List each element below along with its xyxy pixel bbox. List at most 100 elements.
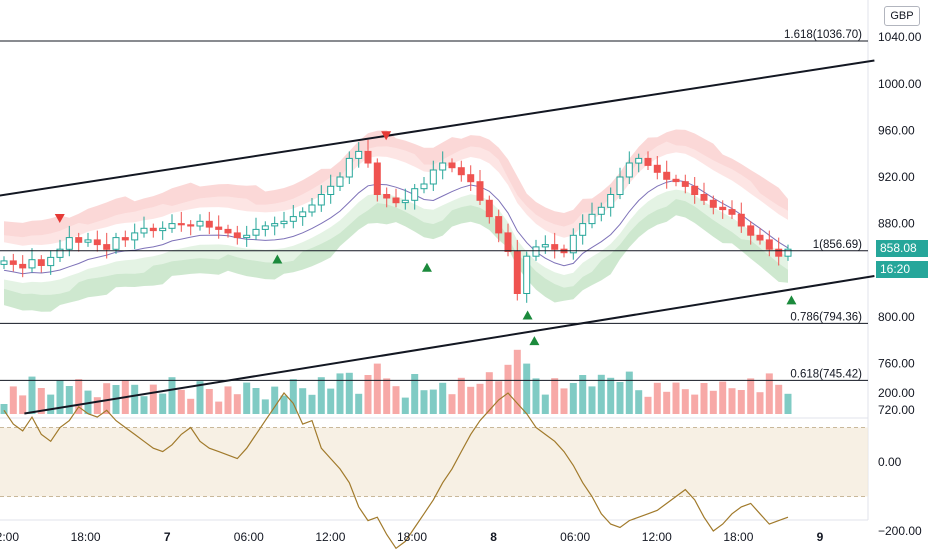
candle-body	[728, 209, 736, 215]
volume-bar	[93, 397, 101, 414]
sell-marker	[381, 131, 392, 141]
time-axis-label: 06:00	[560, 530, 590, 544]
candle-body	[691, 185, 699, 196]
fib-level-label: 0.618(745.42)	[790, 368, 862, 380]
volume-bar	[28, 376, 36, 414]
candle-body	[243, 234, 251, 239]
candle-body	[784, 248, 792, 257]
volume-bar	[607, 377, 615, 414]
volume-bar	[252, 388, 260, 414]
volume-bar	[149, 384, 157, 414]
candle-body	[75, 237, 83, 243]
volume-bar	[560, 388, 568, 414]
oscillator-band	[0, 427, 868, 497]
volume-bar	[513, 349, 521, 414]
candle-body	[37, 259, 45, 267]
time-axis-label: 12:00	[642, 530, 672, 544]
time-axis-label: 12:00	[315, 530, 345, 544]
volume-bar	[551, 378, 559, 414]
price-axis-label: 720.00	[878, 403, 915, 417]
volume-bar	[280, 395, 288, 414]
volume-bar	[355, 393, 363, 414]
volume-bar	[373, 363, 381, 414]
volume-bar	[308, 394, 316, 414]
candle-body	[177, 223, 185, 226]
volume-bar	[485, 372, 493, 414]
volume-bar	[747, 378, 755, 414]
candle-body	[653, 164, 661, 173]
candle-body	[439, 162, 447, 171]
oscillator-axis-label: 200.00	[878, 386, 915, 400]
price-axis-label: 960.00	[878, 123, 915, 137]
volume-bar	[75, 379, 83, 414]
candle-body	[9, 260, 17, 265]
candle-body	[616, 176, 624, 195]
candle-body	[373, 162, 381, 195]
candle-body	[196, 220, 204, 227]
price-axis-label: 920.00	[878, 170, 915, 184]
candle-body	[457, 167, 465, 176]
candle-body	[187, 224, 195, 227]
volume-bar	[756, 392, 764, 414]
candle-body	[140, 227, 148, 234]
volume-bar	[19, 395, 27, 414]
volume-bar	[495, 381, 503, 414]
buy-marker	[272, 254, 283, 264]
volume-bar	[168, 377, 176, 414]
buy-marker	[529, 336, 540, 346]
candle-body	[495, 216, 503, 234]
candle-body	[513, 251, 521, 295]
candle-body	[663, 171, 671, 180]
currency-badge[interactable]: GBP	[884, 6, 920, 26]
volume-bar	[588, 386, 596, 414]
fib-level-label: 1(856.69)	[813, 239, 862, 251]
candle-body	[588, 213, 596, 225]
volume-bar	[439, 382, 447, 414]
candle-body	[719, 206, 727, 211]
volume-bar	[401, 397, 409, 414]
candle-body	[299, 211, 307, 218]
buy-marker	[421, 262, 432, 272]
candle-body	[541, 244, 549, 248]
candle-body	[327, 185, 335, 196]
candle-body	[401, 199, 409, 204]
volume-bar	[504, 364, 512, 414]
price-axis-label: 1000.00	[878, 77, 922, 91]
candle-body	[93, 239, 101, 246]
volume-bar	[243, 382, 251, 414]
candle-body	[289, 216, 297, 222]
volume-bar	[299, 388, 307, 414]
volume-bar	[420, 390, 428, 414]
volume-bar	[541, 394, 549, 414]
candle-body	[467, 174, 475, 183]
fib-level-label: 0.786(794.36)	[790, 311, 862, 323]
lower-band-outer	[4, 199, 788, 312]
candle-body	[635, 157, 643, 164]
volume-bar	[709, 390, 717, 414]
oscillator-axis-label: 0.00	[878, 455, 902, 469]
volume-bar	[457, 377, 465, 414]
volume-bar	[345, 372, 353, 414]
volume-bar	[327, 388, 335, 414]
candle-body	[523, 255, 531, 295]
volume-bar	[653, 382, 661, 414]
volume-bar	[597, 374, 605, 414]
sell-marker	[54, 213, 65, 223]
volume-bar	[411, 374, 419, 414]
volume-bar	[317, 377, 325, 414]
volume-bar	[224, 386, 232, 414]
candle-body	[280, 220, 288, 225]
candle-body	[756, 234, 764, 241]
candle-body	[345, 157, 353, 178]
volume-bar	[205, 389, 213, 414]
candle-body	[168, 223, 176, 229]
candle-body	[19, 263, 27, 269]
time-axis-label: 8	[490, 530, 497, 544]
volume-bar	[177, 389, 185, 414]
candle-body	[308, 204, 316, 213]
volume-bar	[635, 390, 643, 414]
candle-body	[56, 248, 64, 258]
volume-bar	[140, 396, 148, 414]
